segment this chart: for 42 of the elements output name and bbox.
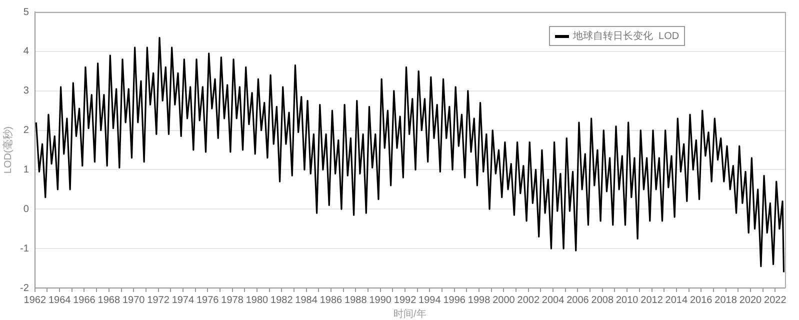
x-tick-label: 1966: [73, 294, 96, 306]
x-tick-label: 1988: [344, 294, 368, 306]
x-tick-label: 2004: [542, 294, 565, 306]
x-tick-label: 2002: [517, 294, 540, 306]
x-tick-label: 1962: [24, 294, 46, 306]
x-tick-label: 2012: [640, 294, 664, 306]
x-tick-label: 2010: [616, 294, 639, 306]
y-tick-label: -1: [20, 243, 30, 254]
x-tick-label: 1984: [295, 294, 318, 306]
legend-label: 地球自转日长变化 LOD: [573, 30, 680, 43]
x-tick-label: 2014: [665, 294, 688, 306]
x-tick-label: 1992: [394, 294, 417, 306]
x-tick-label: 1996: [443, 294, 466, 306]
x-tick-label: 2018: [714, 294, 738, 306]
x-tick-label: 1990: [369, 294, 392, 306]
x-axis-title: 时间/年: [394, 308, 426, 320]
x-tick-label: 2008: [591, 294, 614, 306]
y-tick-label: 2: [23, 125, 30, 136]
x-tick-label: 1968: [98, 294, 120, 306]
x-tick-label: 1994: [418, 294, 442, 306]
x-tick-label: 1982: [270, 294, 294, 306]
x-tick-label: 1978: [221, 294, 244, 306]
y-tick-label: 5: [23, 6, 30, 18]
x-tick-label: 1974: [172, 294, 194, 306]
y-tick-label: 1: [23, 164, 30, 176]
x-tick-label: 2006: [566, 294, 590, 306]
x-tick-label: 1998: [468, 294, 491, 306]
x-tick-label: 2000: [492, 294, 516, 306]
x-tick-label: 1970: [122, 294, 146, 306]
x-tick-label: 2022: [764, 294, 787, 306]
y-tick-label: 3: [23, 86, 30, 97]
x-tick-label: 1976: [196, 294, 220, 306]
y-axis-title: LOD(毫秒): [2, 126, 14, 174]
x-tick-label: 1980: [246, 294, 269, 306]
x-tick-label: 1964: [48, 294, 72, 306]
x-tick-label: 1986: [320, 294, 343, 306]
y-tick-label: 0: [23, 204, 30, 215]
y-tick-label: -2: [20, 282, 30, 294]
x-tick-label: 1972: [147, 294, 170, 306]
x-tick-label: 2016: [690, 294, 713, 306]
y-tick-label: 4: [23, 46, 30, 58]
x-tick-label: 2020: [739, 294, 762, 306]
